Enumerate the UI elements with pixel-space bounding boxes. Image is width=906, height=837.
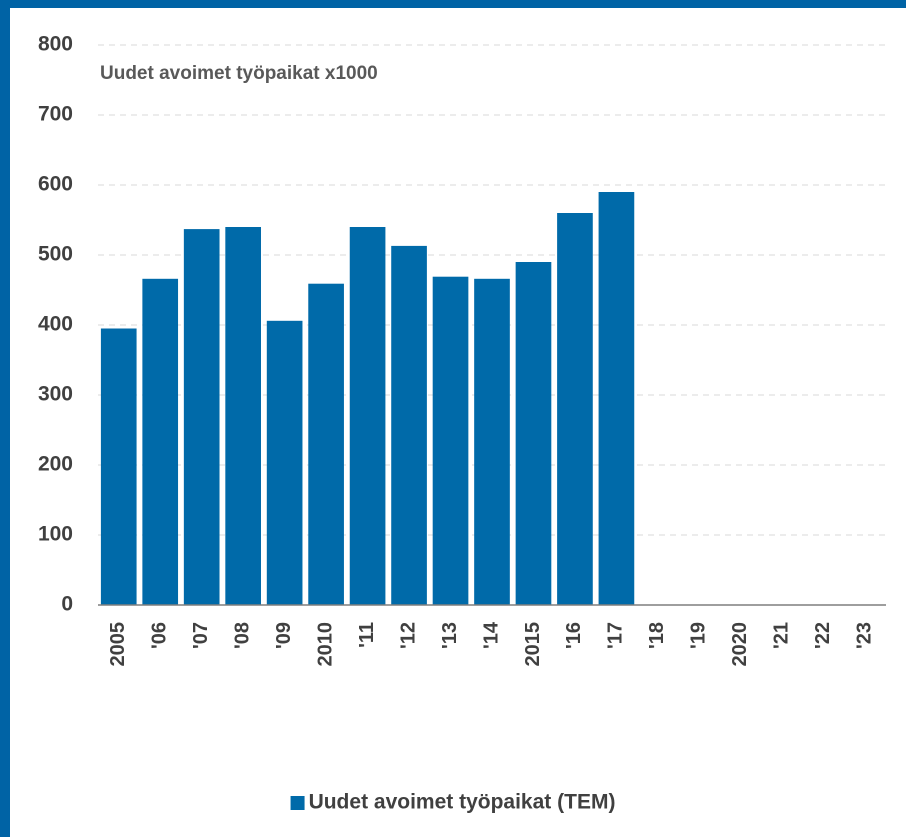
y-tick-label: 700 (38, 103, 73, 126)
x-tick-label: '14 (480, 621, 502, 649)
x-tick-label: '22 (812, 622, 834, 649)
bar (308, 283, 344, 605)
x-tick-label: '06 (148, 622, 170, 649)
x-tick-label: 2010 (314, 622, 336, 667)
bar (598, 192, 635, 605)
bar (266, 320, 303, 605)
x-tick-label: '18 (646, 622, 668, 649)
y-tick-label: 200 (38, 453, 73, 476)
bar (142, 278, 179, 605)
x-tick-label: '13 (439, 622, 461, 649)
x-tick-label: '09 (273, 622, 295, 649)
frame-left (0, 0, 10, 837)
x-tick-label: '17 (605, 622, 627, 649)
bar (432, 276, 469, 605)
bar (100, 328, 137, 605)
frame-top (0, 0, 906, 8)
x-tick-label: '21 (771, 622, 793, 649)
bar (557, 213, 593, 605)
y-tick-label: 600 (38, 173, 73, 196)
y-tick-label: 100 (38, 523, 73, 546)
bar (474, 278, 510, 605)
y-tick-label: 400 (38, 313, 73, 336)
bar (391, 245, 427, 605)
bar (515, 262, 552, 605)
x-tick-label: '16 (563, 622, 585, 649)
x-tick-label: '12 (397, 622, 419, 649)
subtitle: Uudet avoimet työpaikat x1000 (100, 63, 378, 84)
x-tick-label: '19 (688, 622, 710, 649)
x-tick-label: 2015 (522, 622, 544, 667)
bar (225, 227, 261, 605)
x-tick-label: '07 (190, 622, 212, 649)
y-tick-label: 500 (38, 243, 73, 266)
x-tick-label: 2005 (107, 622, 129, 667)
x-tick-label: '23 (854, 622, 876, 649)
legend-swatch (290, 796, 305, 810)
y-tick-label: 300 (38, 383, 73, 406)
y-tick-label: 800 (38, 33, 73, 56)
bar (183, 229, 220, 605)
y-tick-label: 0 (61, 593, 73, 616)
bar (349, 227, 386, 605)
legend-label: Uudet avoimet työpaikat (TEM) (309, 791, 616, 814)
x-tick-label: '08 (231, 622, 253, 649)
x-tick-label: '11 (356, 622, 378, 648)
x-tick-label: 2020 (729, 622, 751, 667)
